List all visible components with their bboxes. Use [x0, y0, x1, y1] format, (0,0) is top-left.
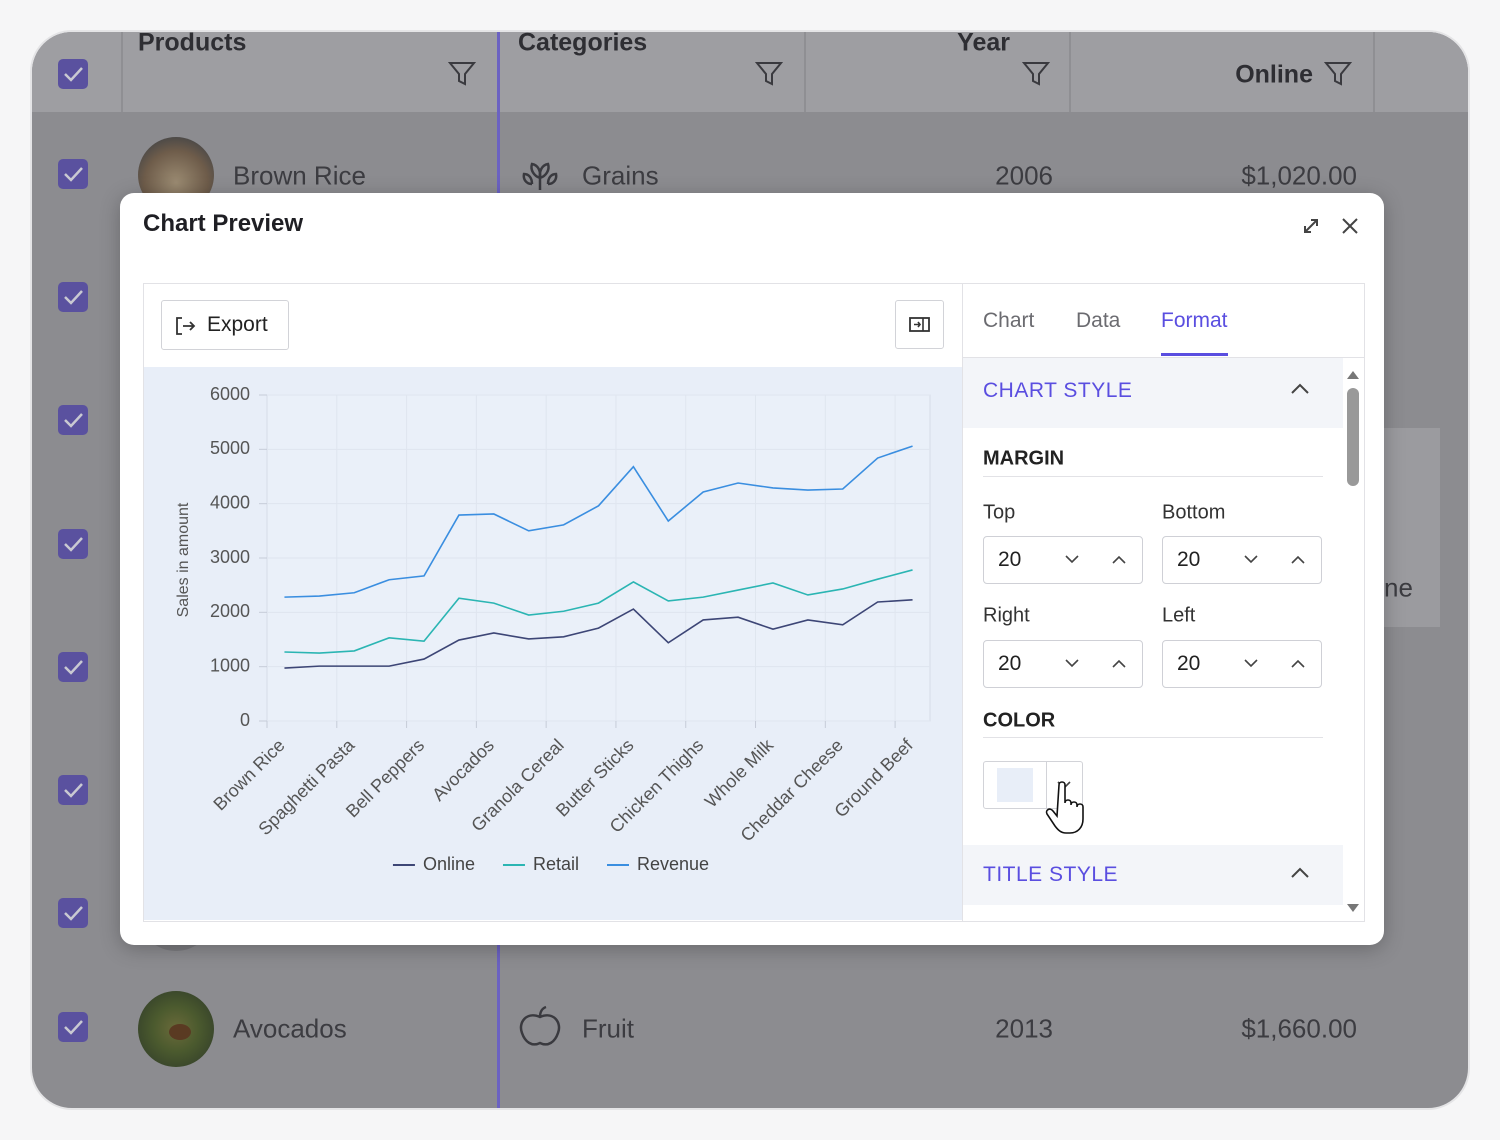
y-axis-title: Sales in amount	[175, 502, 192, 617]
section-header[interactable]	[963, 358, 1343, 428]
column-divider	[121, 32, 123, 112]
column-divider	[804, 32, 806, 112]
series-line	[284, 445, 913, 598]
collapse-icon[interactable]	[1289, 381, 1311, 397]
checkbox[interactable]	[58, 405, 88, 435]
tab[interactable]: Chart	[983, 309, 1035, 332]
column-divider	[1069, 32, 1071, 112]
group-title: MARGIN	[983, 447, 1065, 470]
tab[interactable]: Data	[1076, 309, 1121, 332]
year: 2006	[995, 160, 1053, 191]
category-name: Grains	[582, 160, 659, 191]
input-value[interactable]: 20	[1177, 652, 1201, 675]
y-tick-label: 2000	[210, 601, 250, 621]
column-header[interactable]: Products	[138, 28, 247, 57]
chart-panel	[143, 283, 1365, 922]
spin-buttons[interactable]	[963, 283, 1343, 703]
column-header[interactable]: Categories	[518, 28, 648, 57]
group-divider	[983, 737, 1323, 738]
hidden-text-fragment: ne	[1384, 572, 1413, 603]
product-name: Brown Rice	[233, 160, 366, 191]
legend-label: Online	[423, 854, 475, 874]
input-value[interactable]: 20	[1177, 548, 1201, 571]
hand-cursor	[1045, 781, 1084, 834]
series-line	[284, 599, 913, 669]
picker-divider	[1046, 762, 1047, 808]
column-header[interactable]: Year	[957, 28, 1010, 57]
toggle-panel-icon	[909, 317, 930, 332]
product-name: Avocados	[233, 1013, 347, 1044]
export-button[interactable]: Export	[161, 300, 289, 350]
tab-divider	[963, 357, 1365, 358]
group-title: COLOR	[983, 709, 1056, 732]
checkbox[interactable]	[58, 898, 88, 928]
section-header[interactable]	[963, 845, 1343, 905]
checkbox[interactable]	[58, 652, 88, 682]
column-header[interactable]: Online	[1235, 60, 1313, 89]
format-panel: Chart Data Format CHART STYLE MARGIN Top…	[962, 283, 1365, 921]
checkbox[interactable]	[58, 1012, 88, 1042]
field-label: Right	[983, 604, 1030, 627]
y-tick-label: 4000	[210, 492, 250, 512]
checkbox[interactable]	[58, 159, 88, 189]
field-label: Top	[983, 501, 1016, 524]
close-icon[interactable]	[1342, 218, 1358, 234]
grid-header	[32, 32, 1468, 112]
y-tick-label: 0	[240, 710, 250, 730]
product-image-detail	[169, 1024, 191, 1040]
dialog-controls[interactable]	[1296, 212, 1366, 240]
collapse-icon[interactable]	[1289, 865, 1311, 881]
dialog-title: Chart Preview	[143, 210, 304, 237]
tab[interactable]: Format	[1161, 309, 1228, 332]
export-label[interactable]: Export	[207, 313, 268, 336]
checkbox[interactable]	[58, 282, 88, 312]
chart: Sales in amount 0 1000 2000 3000 4000 5000 600…	[144, 367, 962, 920]
category-icon	[519, 162, 561, 1046]
toggle-panel-button[interactable]	[895, 300, 944, 349]
online-price: $1,020.00	[1241, 160, 1357, 191]
scrollbar[interactable]	[1343, 363, 1363, 913]
online-price: $1,660.00	[1241, 1013, 1357, 1044]
section-title[interactable]: CHART STYLE	[983, 379, 1133, 402]
x-tick-label: Whole Milk	[701, 734, 778, 811]
field-label: Bottom	[1162, 501, 1226, 524]
column-divider	[1373, 32, 1375, 112]
legend-label: Revenue	[637, 854, 709, 874]
input-value[interactable]: 20	[998, 548, 1022, 571]
filter-icons[interactable]	[447, 62, 1353, 86]
y-tick-label: 1000	[210, 655, 250, 675]
y-tick-label: 6000	[210, 384, 250, 404]
export-icon	[176, 317, 196, 335]
input-value[interactable]: 20	[998, 652, 1022, 675]
checkbox[interactable]	[58, 59, 88, 89]
year: 2013	[995, 1013, 1053, 1044]
color-swatch[interactable]	[997, 768, 1033, 802]
category-name: Fruit	[582, 1013, 634, 1044]
y-tick-label: 3000	[210, 547, 250, 567]
field-label: Left	[1162, 604, 1196, 627]
group-divider	[983, 476, 1323, 477]
maximize-icon[interactable]	[1304, 219, 1318, 233]
legend-label: Retail	[533, 854, 579, 874]
background-card	[1384, 428, 1440, 627]
section-title[interactable]: TITLE STYLE	[983, 863, 1119, 886]
checkbox[interactable]	[58, 529, 88, 559]
active-tab-indicator	[1161, 353, 1228, 356]
y-tick-label: 5000	[210, 438, 250, 458]
series-line	[284, 569, 913, 654]
checkbox[interactable]	[58, 775, 88, 805]
x-tick-label: Avocados	[428, 735, 498, 805]
